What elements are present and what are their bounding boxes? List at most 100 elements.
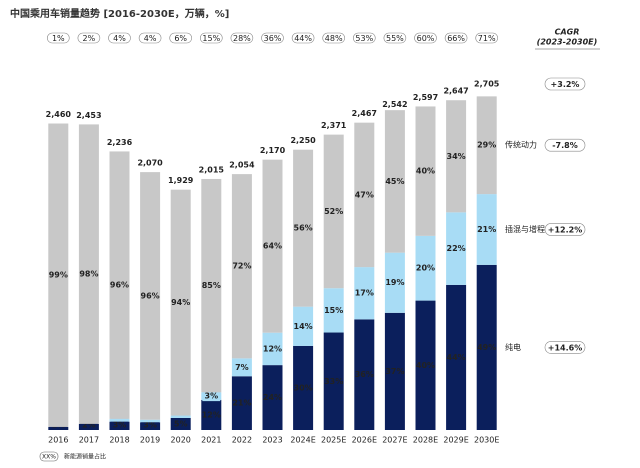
share-label: 55% [386,34,404,43]
share-pill [169,32,192,44]
x-tick-label: 2025E [321,436,346,445]
footnote-box [39,451,59,462]
total-label: 2,015 [199,165,225,174]
segment-label: 21% [477,225,496,234]
segment-label: 2% [82,421,96,430]
bar-segment [384,312,405,430]
bar-segment [201,178,222,393]
bar-segment [262,332,283,366]
share-label: 71% [478,34,496,43]
segment-label: 5% [174,419,188,428]
share-pill [322,32,346,44]
total-label: 2,170 [260,146,286,155]
x-tick-label: 2019 [140,436,160,445]
bar-segment [140,419,161,423]
bar-segment [354,122,375,268]
series-name: 插混与增程 [505,224,545,234]
segment-label: 15% [324,306,343,315]
series-name: 传统动力 [505,140,537,150]
bar-segment [476,264,497,430]
cagr-pill [544,341,586,354]
segment-label: 40% [416,361,435,370]
total-label: 2,054 [229,161,255,170]
share-pill [291,32,315,44]
x-tick-label: 2018 [109,436,129,445]
segment-label: 17% [355,289,374,298]
x-tick-label: 2029E [443,436,468,445]
share-pill [444,32,468,44]
share-pill [475,32,499,44]
bar-segment [262,365,283,430]
footnote-box-label: XX% [42,454,56,461]
bar-segment [446,100,467,213]
bar-segment [415,235,436,301]
x-tick-label: 2030E [474,436,499,445]
share-label: 66% [447,34,465,43]
cagr-label: -7.8% [552,141,578,150]
total-label: 2,467 [352,109,377,118]
share-pill [261,32,284,44]
total-label: 1,929 [168,176,194,185]
x-tick-label: 2021 [201,436,221,445]
share-label: 44% [294,34,312,43]
x-tick-label: 2020 [171,436,191,445]
share-pill [200,32,223,44]
segment-label: 37% [385,367,404,376]
cagr-pill [544,77,586,91]
segment-label: 96% [141,291,160,300]
cagr-label: +14.6% [548,343,582,352]
total-label: 2,236 [107,138,133,147]
label-box [202,391,221,402]
label-box [141,420,160,430]
bar-segment [170,189,191,416]
bar-segment [262,159,283,333]
segment-label: 3% [205,392,219,401]
bar-segment [476,96,497,195]
segment-label: 96% [110,281,129,290]
total-label: 2,460 [46,110,72,119]
total-label: 2,705 [474,80,500,89]
bar-segment [354,319,375,430]
x-tick-label: 2028E [413,436,438,445]
x-tick-label: 2027E [382,436,407,445]
share-label: 53% [355,34,373,43]
segment-label: 7% [235,363,249,372]
segment-label: 24% [263,393,282,402]
cagr-pill [544,138,586,152]
bar-segment [323,134,344,289]
bar-segment [384,252,405,313]
total-label: 2,070 [137,159,163,168]
x-tick-label: 2022 [232,436,252,445]
total-label: 2,250 [290,136,316,145]
x-tick-label: 2024E [290,436,315,445]
share-label: 48% [325,34,343,43]
share-label: 36% [264,34,282,43]
total-label: 2,647 [443,87,468,96]
share-label: 4% [113,34,126,43]
bar-segment [446,212,467,285]
bar-segment [231,358,252,377]
segment-label: 85% [202,281,221,290]
bar-segment [384,110,405,253]
bar-segment [201,399,222,430]
bar-segment [293,306,314,346]
share-pill [138,32,162,44]
segment-label: 30% [294,383,313,392]
bar-segment [231,174,252,359]
segment-label: 21% [232,399,251,408]
share-label: 60% [417,34,435,43]
share-label: 6% [174,34,187,43]
x-tick-label: 2017 [79,436,99,445]
total-label: 2,453 [76,111,101,120]
segment-label: 20% [416,264,435,273]
bar-segment [109,418,130,422]
bar-segment [140,172,161,420]
share-pill [352,32,376,44]
segment-label: 64% [263,242,282,251]
x-tick-label: 2016 [48,436,68,445]
total-cagr: +3.2% [551,80,580,89]
label-box [79,420,98,430]
share-label: 2% [83,34,96,43]
share-label: 15% [202,34,220,43]
